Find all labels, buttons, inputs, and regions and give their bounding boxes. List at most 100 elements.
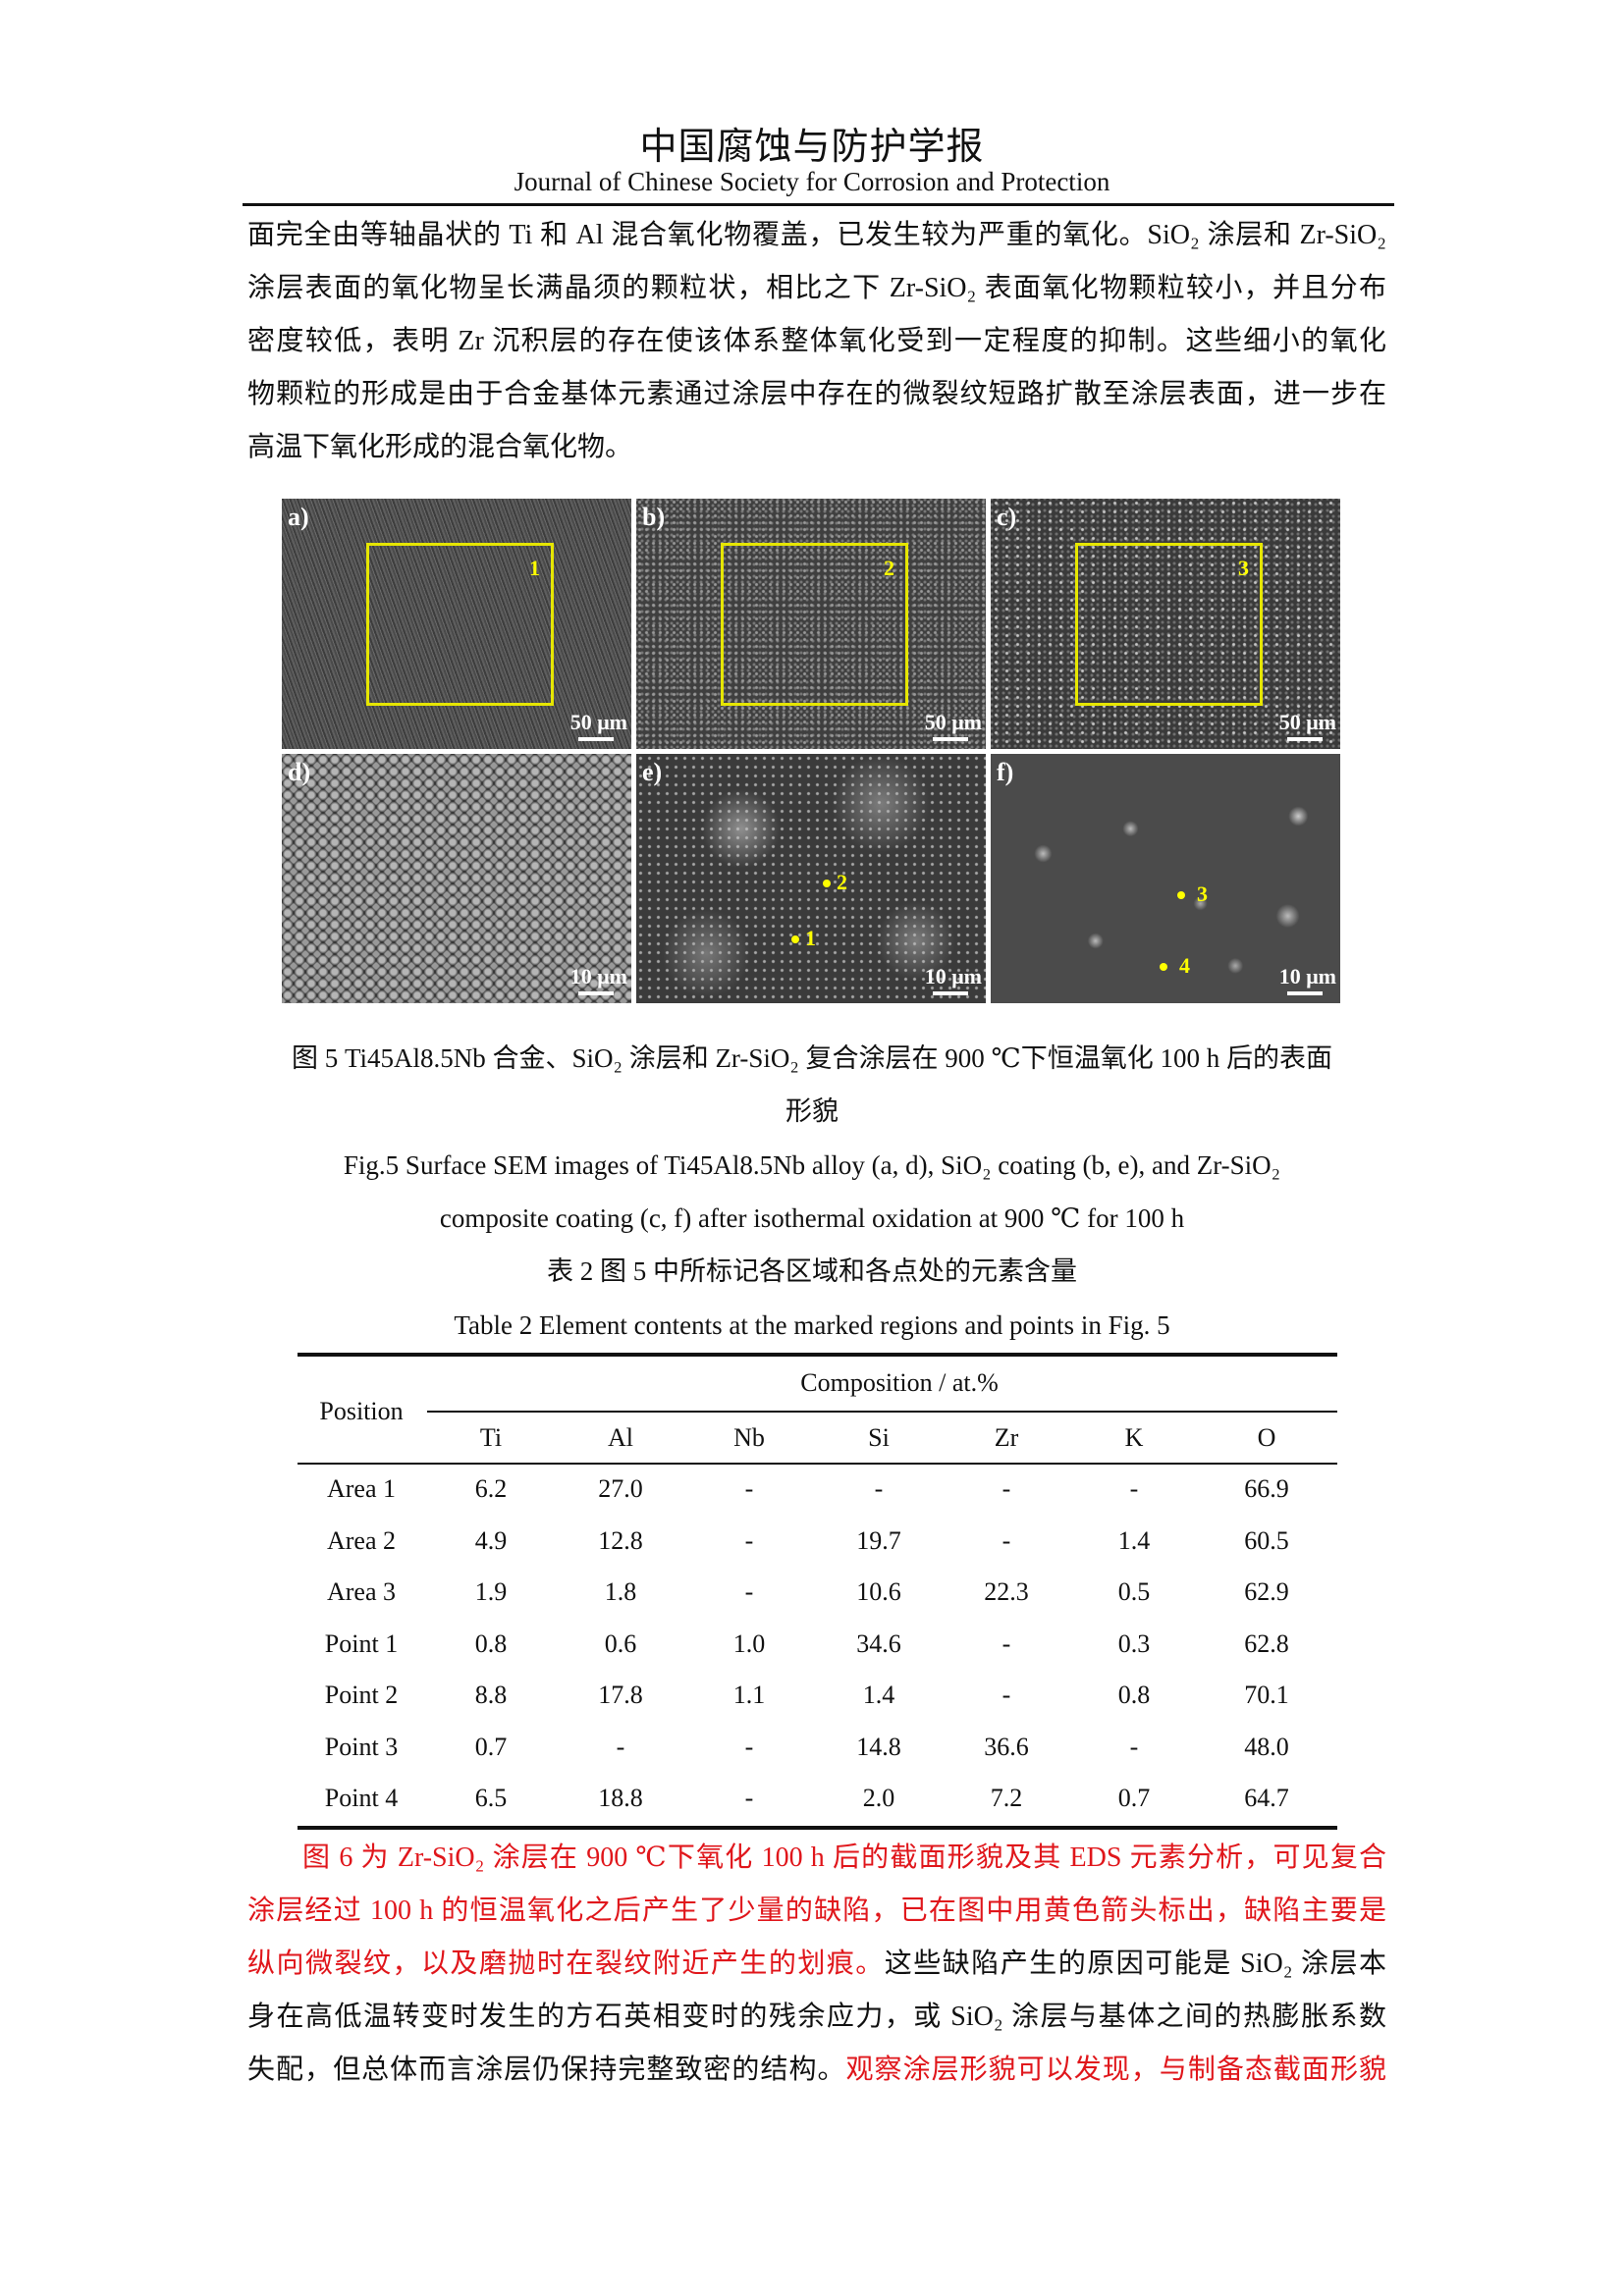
table-cell: 4.9 xyxy=(474,1525,508,1555)
column-header: K xyxy=(1124,1423,1144,1452)
highlighted-text: 观察涂层形貌可以发现，与制备态截面形貌 xyxy=(845,2055,1386,2085)
panel-label: d) xyxy=(288,757,311,786)
region-box xyxy=(366,543,554,706)
column-header: Al xyxy=(608,1423,633,1452)
row-label: Point 3 xyxy=(324,1732,399,1761)
region-number: 1 xyxy=(529,556,540,580)
column-header: Ti xyxy=(479,1423,503,1452)
column-header: Si xyxy=(868,1423,890,1452)
journal-title-en: Journal of Chinese Society for Corrosion… xyxy=(514,167,1110,196)
panel-label: c) xyxy=(997,503,1017,531)
text-segment: 失配，但总体而言涂层仍保持完整致密的结构。 xyxy=(247,2055,846,2085)
text-line: 高温下氧化形成的混合氧化物。 xyxy=(247,432,633,462)
table-cell: - xyxy=(744,1784,754,1812)
table-cell: 60.5 xyxy=(1244,1525,1289,1555)
scale-bar xyxy=(933,991,968,995)
column-header: Nb xyxy=(733,1423,765,1452)
panel-label: a) xyxy=(288,503,309,531)
journal-title-cn: 中国腐蚀与防护学报 xyxy=(639,127,985,168)
point-marker xyxy=(823,879,831,887)
text-segment: 这些缺陷产生的原因可能是 SiO₂ 涂层本 xyxy=(884,1949,1386,1979)
highlighted-text: 涂层经过 100 h 的恒温氧化之后产生了少量的缺陷，已在图中用黄色箭头标出，缺… xyxy=(247,1896,1386,1926)
table-cell: 48.0 xyxy=(1244,1732,1289,1761)
table-cell: - xyxy=(744,1732,754,1761)
header-sub-rule xyxy=(427,1411,1337,1413)
sem-panel-b: b) 2 50 μm xyxy=(636,499,986,749)
table-cell: 12.8 xyxy=(598,1525,643,1555)
table-cell: 19.7 xyxy=(856,1525,901,1555)
point-marker xyxy=(791,934,799,943)
sem-panel-a: a) 1 50 μm xyxy=(282,499,631,749)
region-number: 3 xyxy=(1238,556,1249,580)
text-line: 图 6 为 Zr-SiO₂ 涂层在 900 ℃下氧化 100 h 后的截面形貌及… xyxy=(247,1832,1386,1885)
table-cell: - xyxy=(1001,1629,1011,1658)
table-cell: - xyxy=(1129,1474,1139,1503)
figure-5-sem-images: a) 1 50 μm b) 2 50 μm c) 3 50 μm d) 10 μ… xyxy=(282,499,1340,1003)
table-cell: 62.8 xyxy=(1244,1629,1289,1658)
table-bottom-rule xyxy=(298,1826,1337,1830)
header-rule xyxy=(243,203,1394,206)
column-header: Zr xyxy=(994,1423,1019,1452)
table-cell: - xyxy=(1001,1681,1011,1709)
figure-caption-en-cont: composite coating (c, f) after isotherma… xyxy=(439,1203,1185,1233)
table-cell: 17.8 xyxy=(598,1681,643,1709)
table-cell: 66.9 xyxy=(1244,1474,1289,1503)
table-cell: 10.6 xyxy=(856,1577,901,1606)
figure-caption-cn: 图 5 Ti45Al8.5Nb 合金、SiO₂ 涂层和 Zr-SiO₂ 复合涂层… xyxy=(291,1043,1333,1073)
table-cell: - xyxy=(744,1525,754,1555)
sem-panel-c: c) 3 50 μm xyxy=(991,499,1340,749)
table-cell: 1.9 xyxy=(474,1577,508,1606)
table-cell: 0.8 xyxy=(1117,1681,1151,1709)
table-caption-cn: 表 2 图 5 中所标记各区域和各点处的元素含量 xyxy=(547,1256,1077,1286)
text-line: 身在高低温转变时发生的方石英相变时的残余应力，或 SiO₂ 涂层与基体之间的热膨… xyxy=(247,1991,1386,2044)
text-line: 物颗粒的形成是由于合金基体元素通过涂层中存在的微裂纹短路扩散至涂层表面，进一步在 xyxy=(247,379,1386,409)
table-cell: 14.8 xyxy=(856,1732,901,1761)
text-line: 涂层表面的氧化物呈长满晶须的颗粒状，相比之下 Zr-SiO₂ 表面氧化物颗粒较小… xyxy=(247,273,1386,303)
scale-bar xyxy=(1287,736,1323,741)
table-cell: 27.0 xyxy=(598,1474,643,1503)
table-top-rule xyxy=(298,1353,1337,1357)
row-label: Area 1 xyxy=(326,1474,396,1503)
text-segment: 身在高低温转变时发生的方石英相变时的残余应力，或 SiO₂ 涂层与基体之间的热膨… xyxy=(247,2002,1386,2032)
point-number: 2 xyxy=(837,869,847,894)
highlighted-text: 纵向微裂纹，以及磨抛时在裂纹附近产生的划痕。 xyxy=(247,1949,885,1979)
table-cell: 18.8 xyxy=(598,1784,643,1812)
point-number: 3 xyxy=(1197,881,1208,906)
table-cell: 0.8 xyxy=(474,1629,508,1658)
table-cell: - xyxy=(744,1474,754,1503)
table-cell: 0.7 xyxy=(474,1732,508,1761)
table-cell: 1.0 xyxy=(732,1629,766,1658)
table-cell: - xyxy=(874,1474,884,1503)
scale-label: 10 μm xyxy=(924,964,982,988)
table-cell: 2.0 xyxy=(862,1784,895,1812)
table-caption-en: Table 2 Element contents at the marked r… xyxy=(454,1310,1170,1340)
table-cell: 34.6 xyxy=(856,1629,901,1658)
highlighted-text: 图 6 为 Zr-SiO₂ 涂层在 900 ℃下氧化 100 h 后的截面形貌及… xyxy=(302,1842,1386,1873)
table-cell: 8.8 xyxy=(474,1681,508,1709)
table-cell: 1.4 xyxy=(1117,1525,1151,1555)
scale-label: 50 μm xyxy=(569,709,627,734)
table-cell: 6.5 xyxy=(474,1784,508,1812)
scale-label: 50 μm xyxy=(1278,709,1336,734)
region-number: 2 xyxy=(884,556,894,580)
figure-caption-cn-cont: 形貌 xyxy=(785,1096,839,1126)
point-marker xyxy=(1160,962,1167,971)
table-cell: 1.1 xyxy=(732,1681,766,1709)
paragraph-1: 面完全由等轴晶状的 Ti 和 Al 混合氧化物覆盖，已发生较为严重的氧化。SiO… xyxy=(247,209,1386,474)
panel-label: b) xyxy=(642,503,666,531)
paragraph-2: 图 6 为 Zr-SiO₂ 涂层在 900 ℃下氧化 100 h 后的截面形貌及… xyxy=(247,1832,1386,2097)
table-cell: 1.8 xyxy=(604,1577,637,1606)
text-line: 面完全由等轴晶状的 Ti 和 Al 混合氧化物覆盖，已发生较为严重的氧化。SiO… xyxy=(247,220,1386,250)
table-cell: 1.4 xyxy=(862,1681,895,1709)
scale-bar xyxy=(578,991,614,995)
sem-panel-f: f) 3 4 10 μm xyxy=(991,753,1340,1003)
scale-bar xyxy=(578,736,614,741)
table-cell: - xyxy=(1001,1525,1011,1555)
row-label: Area 3 xyxy=(326,1577,396,1606)
sem-panel-e: e) 1 2 10 μm xyxy=(636,753,986,1003)
panel-label: e) xyxy=(642,757,663,786)
region-box xyxy=(1075,543,1263,706)
scale-bar xyxy=(1287,991,1323,995)
text-line: 密度较低，表明 Zr 沉积层的存在使该体系整体氧化受到一定程度的抑制。这些细小的… xyxy=(247,326,1386,356)
point-number: 1 xyxy=(805,925,816,950)
